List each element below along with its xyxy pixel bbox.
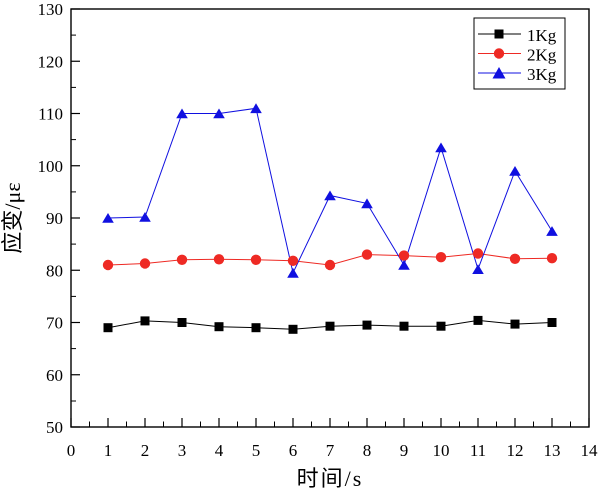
svg-text:8: 8: [363, 441, 372, 460]
svg-text:1: 1: [104, 441, 113, 460]
svg-text:5: 5: [252, 441, 261, 460]
svg-text:10: 10: [433, 441, 450, 460]
svg-text:0: 0: [67, 441, 76, 460]
svg-text:应变/με: 应变/με: [0, 182, 25, 253]
svg-text:110: 110: [38, 105, 63, 124]
svg-text:50: 50: [46, 418, 63, 437]
svg-text:100: 100: [38, 157, 64, 176]
svg-text:2Kg: 2Kg: [527, 46, 557, 65]
svg-text:14: 14: [581, 441, 599, 460]
svg-text:3: 3: [178, 441, 187, 460]
svg-text:60: 60: [46, 366, 63, 385]
svg-text:9: 9: [400, 441, 409, 460]
svg-text:13: 13: [544, 441, 561, 460]
svg-text:3Kg: 3Kg: [527, 65, 557, 84]
svg-text:70: 70: [46, 314, 63, 333]
svg-text:90: 90: [46, 209, 63, 228]
svg-text:1Kg: 1Kg: [527, 26, 557, 45]
svg-text:12: 12: [507, 441, 524, 460]
svg-text:120: 120: [38, 52, 64, 71]
svg-text:80: 80: [46, 261, 63, 280]
svg-text:130: 130: [38, 0, 64, 19]
svg-text:11: 11: [470, 441, 486, 460]
svg-text:7: 7: [326, 441, 335, 460]
svg-text:6: 6: [289, 441, 298, 460]
svg-text:时间/s: 时间/s: [297, 466, 364, 490]
svg-text:4: 4: [215, 441, 224, 460]
svg-text:2: 2: [141, 441, 150, 460]
